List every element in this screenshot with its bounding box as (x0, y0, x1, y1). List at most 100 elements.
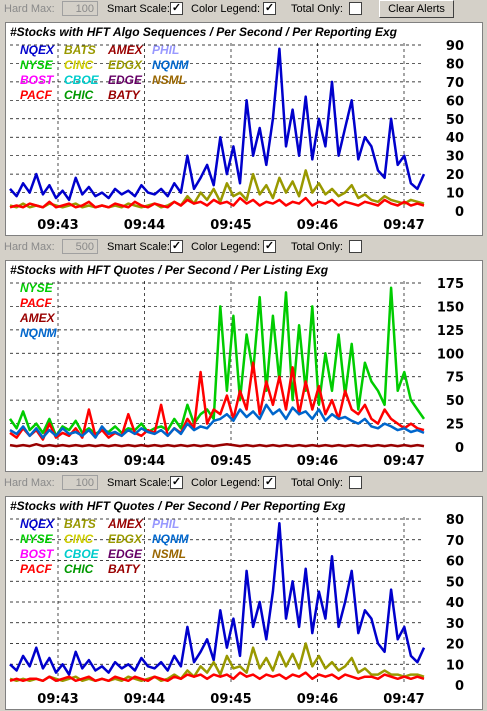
hard-max-label: Hard Max: (4, 241, 55, 253)
x-tick-label: 09:47 (383, 218, 424, 233)
hard-max-input[interactable] (62, 475, 98, 490)
y-tick-label: 175 (437, 277, 464, 292)
y-tick-label: 40 (446, 596, 464, 611)
x-tick-label: 09:44 (124, 454, 165, 469)
x-tick-label: 09:43 (37, 454, 78, 469)
x-tick-label: 09:44 (124, 692, 165, 707)
y-tick-label: 75 (446, 371, 464, 386)
legend-item-edge: EDGE (108, 73, 143, 87)
legend-item-bats: BATS (64, 43, 96, 57)
legend-item-nyse: NYSE (20, 532, 53, 546)
y-tick-label: 80 (446, 513, 464, 528)
y-tick-label: 150 (437, 300, 464, 315)
y-tick-label: 60 (446, 555, 464, 570)
legend-item-nyse: NYSE (20, 281, 53, 295)
smart-scale-checkbox[interactable]: ✓ (170, 476, 183, 489)
color-legend-label: Color Legend: (191, 3, 261, 15)
chart-svg: 0 10 20 30 40 50 60 70 80 09:43 09:44 09:45 09:46 09:… (9, 513, 464, 707)
y-tick-label: 0 (455, 441, 464, 456)
hard-max-label: Hard Max: (4, 477, 55, 489)
x-tick-label: 09:47 (383, 692, 424, 707)
toolbar-2: Hard Max: Smart Scale: ✓ Color Legend: ✓… (0, 238, 487, 258)
color-legend-checkbox[interactable]: ✓ (263, 476, 276, 489)
y-tick-label: 20 (446, 638, 464, 653)
series-line-nqnm (9, 403, 425, 439)
chart-title: #Stocks with HFT Quotes / Per Second / P… (10, 499, 346, 513)
color-legend-checkbox[interactable]: ✓ (263, 2, 276, 15)
legend-item-amex: AMEX (108, 43, 143, 57)
legend-item-cinc: CINC (64, 532, 94, 546)
y-tick-label: 25 (446, 418, 464, 433)
legend-item-pacf: PACF (20, 562, 52, 576)
total-only-checkbox[interactable] (349, 2, 362, 15)
clear-alerts-button[interactable]: Clear Alerts (379, 0, 454, 18)
total-only-label: Total Only: (291, 241, 343, 253)
legend-item-nqnm: NQNM (20, 326, 57, 340)
series-line-nyse (8, 286, 426, 438)
legend-item-nsml: NSML (152, 547, 186, 561)
y-tick-label: 70 (446, 76, 464, 91)
smart-scale-label: Smart Scale: (107, 241, 170, 253)
x-tick-label: 09:45 (210, 218, 251, 233)
x-tick-label: 09:46 (297, 692, 338, 707)
panel-1: Hard Max: Smart Scale: ✓ Color Legend: ✓… (0, 0, 487, 236)
x-tick-label: 09:45 (210, 692, 251, 707)
panel-2: Hard Max: Smart Scale: ✓ Color Legend: ✓… (0, 238, 487, 472)
legend-item-edgx: EDGX (108, 532, 143, 546)
legend-item-cboe: CBOE (64, 547, 99, 561)
y-tick-label: 125 (437, 324, 464, 339)
chart-svg: 0 10 20 30 40 50 60 70 80 90 09:43 09:44 09:45 09:46 0… (9, 39, 464, 233)
x-tick-label: 09:44 (124, 218, 165, 233)
x-tick-label: 09:45 (210, 454, 251, 469)
chart-3: #Stocks with HFT Quotes / Per Second / P… (5, 496, 483, 710)
smart-scale-checkbox[interactable]: ✓ (170, 2, 183, 15)
total-only-checkbox[interactable] (349, 240, 362, 253)
chart-2: #Stocks with HFT Quotes / Per Second / P… (5, 260, 483, 472)
total-only-checkbox[interactable] (349, 476, 362, 489)
y-tick-label: 20 (446, 168, 464, 183)
legend-item-bats: BATS (64, 517, 96, 531)
legend-item-nqnm: NQNM (152, 532, 189, 546)
legend-item-edgx: EDGX (108, 58, 143, 72)
y-tick-label: 100 (437, 347, 464, 362)
y-tick-label: 30 (446, 617, 464, 632)
y-tick-label: 50 (446, 113, 464, 128)
panel-3: Hard Max: Smart Scale: ✓ Color Legend: ✓… (0, 474, 487, 710)
chart-1: #Stocks with HFT Algo Sequences / Per Se… (5, 22, 483, 236)
hard-max-input[interactable] (62, 1, 98, 16)
chart-title: #Stocks with HFT Quotes / Per Second / P… (10, 263, 329, 277)
color-legend-label: Color Legend: (191, 477, 261, 489)
legend-item-pacf: PACF (20, 88, 52, 102)
y-tick-label: 90 (446, 39, 464, 54)
legend-item-chic: CHIC (64, 88, 94, 102)
y-tick-label: 0 (455, 679, 464, 694)
legend-item-phil: PHIL (152, 43, 180, 57)
y-tick-label: 80 (446, 57, 464, 72)
legend-item-nyse: NYSE (20, 58, 53, 72)
hard-max-input[interactable] (62, 239, 98, 254)
y-tick-label: 0 (455, 205, 464, 220)
total-only-label: Total Only: (291, 3, 343, 15)
legend-item-pacf: PACF (20, 296, 52, 310)
legend-item-bost: BOST (20, 547, 54, 561)
legend-item-bost: BOST (20, 73, 54, 87)
series-line-nqex (9, 521, 426, 676)
legend-item-chic: CHIC (64, 562, 94, 576)
chart-title: #Stocks with HFT Algo Sequences / Per Se… (10, 25, 397, 39)
y-tick-label: 30 (446, 150, 464, 165)
legend-item-nqnm: NQNM (152, 58, 189, 72)
legend-item-nsml: NSML (152, 73, 186, 87)
series-line-amex (9, 442, 425, 448)
legend-item-amex: AMEX (108, 517, 143, 531)
legend-item-phil: PHIL (152, 517, 180, 531)
color-legend-checkbox[interactable]: ✓ (263, 240, 276, 253)
smart-scale-checkbox[interactable]: ✓ (170, 240, 183, 253)
series-line-pacf (9, 671, 425, 683)
y-tick-label: 10 (446, 658, 464, 673)
x-tick-label: 09:46 (297, 218, 338, 233)
series-line-pacf (9, 196, 425, 209)
color-legend-label: Color Legend: (191, 241, 261, 253)
y-tick-label: 50 (446, 394, 464, 409)
smart-scale-label: Smart Scale: (107, 3, 170, 15)
series-line-nqex (9, 47, 426, 202)
